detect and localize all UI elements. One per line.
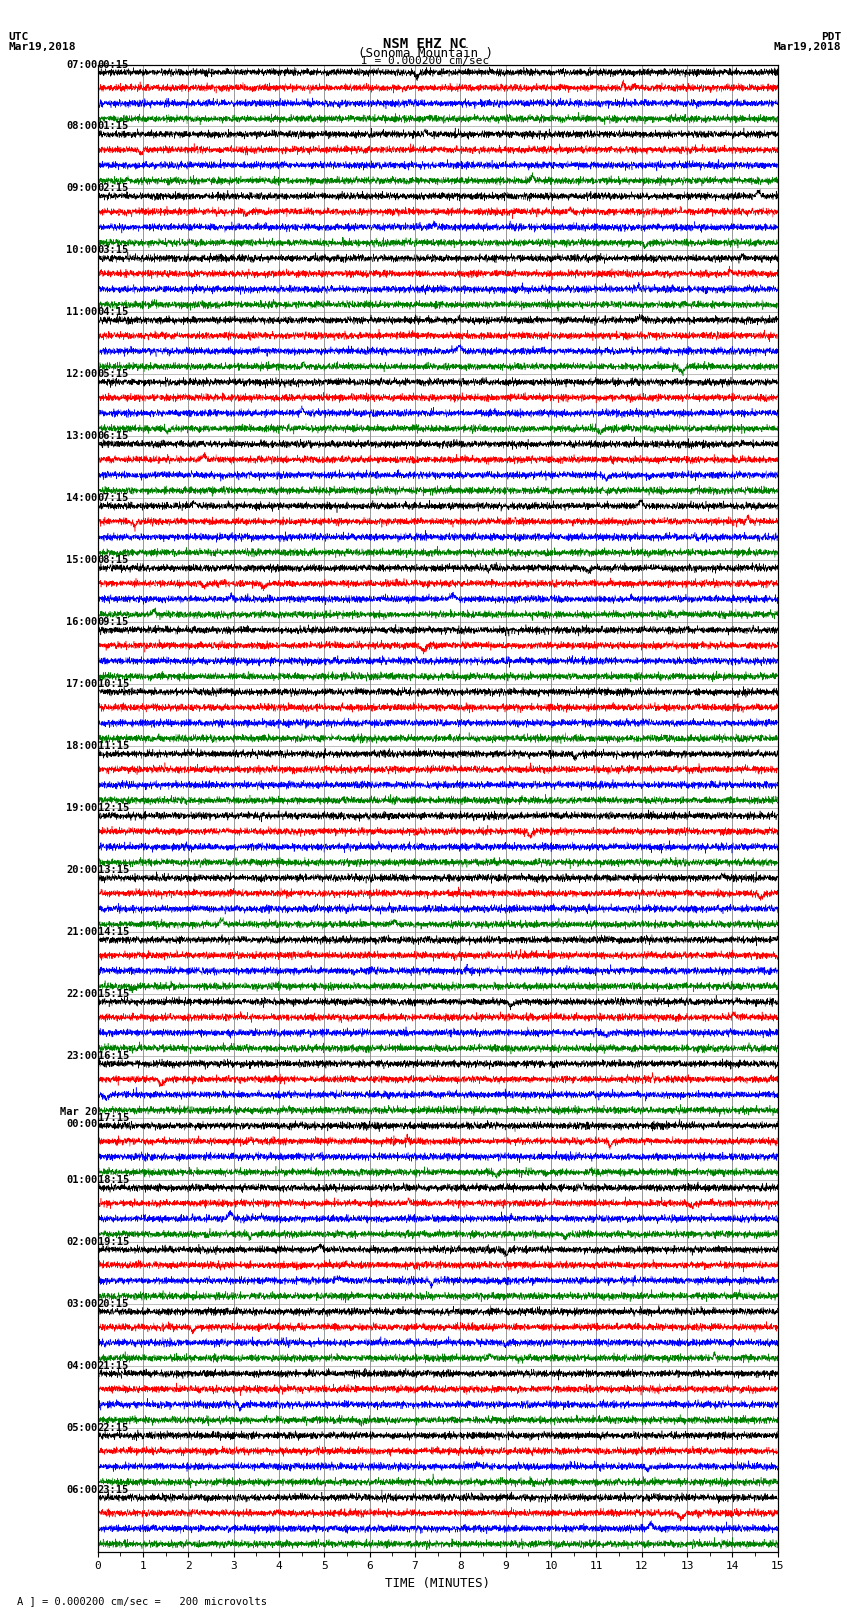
Text: 07:15: 07:15	[98, 494, 129, 503]
Text: 14:15: 14:15	[98, 927, 129, 937]
Text: 07:00: 07:00	[66, 60, 98, 69]
Text: 03:00: 03:00	[66, 1298, 98, 1308]
Text: UTC: UTC	[8, 32, 29, 42]
Text: 13:15: 13:15	[98, 865, 129, 876]
Text: 15:00: 15:00	[66, 555, 98, 565]
Text: 22:15: 22:15	[98, 1423, 129, 1432]
Text: 03:15: 03:15	[98, 245, 129, 255]
Text: 22:00: 22:00	[66, 989, 98, 998]
Text: 04:00: 04:00	[66, 1361, 98, 1371]
Text: 17:00: 17:00	[66, 679, 98, 689]
Text: 00:15: 00:15	[98, 60, 129, 69]
Text: 16:00: 16:00	[66, 618, 98, 627]
Text: 06:15: 06:15	[98, 431, 129, 442]
Text: Mar 20
00:00: Mar 20 00:00	[60, 1107, 98, 1129]
Text: 05:00: 05:00	[66, 1423, 98, 1432]
Text: 11:00: 11:00	[66, 308, 98, 318]
Text: 16:15: 16:15	[98, 1052, 129, 1061]
Text: 20:15: 20:15	[98, 1298, 129, 1308]
Text: 02:15: 02:15	[98, 184, 129, 194]
Text: 23:15: 23:15	[98, 1484, 129, 1495]
Text: 05:15: 05:15	[98, 369, 129, 379]
Text: 01:15: 01:15	[98, 121, 129, 132]
Text: 15:15: 15:15	[98, 989, 129, 998]
Text: 06:00: 06:00	[66, 1484, 98, 1495]
Text: 08:15: 08:15	[98, 555, 129, 565]
Text: 12:00: 12:00	[66, 369, 98, 379]
Text: 10:00: 10:00	[66, 245, 98, 255]
Text: 14:00: 14:00	[66, 494, 98, 503]
Text: 20:00: 20:00	[66, 865, 98, 876]
Text: 18:00: 18:00	[66, 740, 98, 752]
Text: 21:15: 21:15	[98, 1361, 129, 1371]
Text: 23:00: 23:00	[66, 1052, 98, 1061]
Text: 09:15: 09:15	[98, 618, 129, 627]
Text: 19:00: 19:00	[66, 803, 98, 813]
Text: 17:15: 17:15	[98, 1113, 129, 1123]
Text: (Sonoma Mountain ): (Sonoma Mountain )	[358, 47, 492, 60]
Text: 13:00: 13:00	[66, 431, 98, 442]
Text: 19:15: 19:15	[98, 1237, 129, 1247]
Text: 21:00: 21:00	[66, 927, 98, 937]
Text: 01:00: 01:00	[66, 1174, 98, 1186]
Text: 18:15: 18:15	[98, 1174, 129, 1186]
Text: 09:00: 09:00	[66, 184, 98, 194]
Text: 10:15: 10:15	[98, 679, 129, 689]
Text: 08:00: 08:00	[66, 121, 98, 132]
Text: PDT: PDT	[821, 32, 842, 42]
X-axis label: TIME (MINUTES): TIME (MINUTES)	[385, 1578, 490, 1590]
Text: 12:15: 12:15	[98, 803, 129, 813]
Text: 04:15: 04:15	[98, 308, 129, 318]
Text: Mar19,2018: Mar19,2018	[774, 42, 842, 52]
Text: NSM EHZ NC: NSM EHZ NC	[383, 37, 467, 52]
Text: A ] = 0.000200 cm/sec =   200 microvolts: A ] = 0.000200 cm/sec = 200 microvolts	[17, 1597, 267, 1607]
Text: 02:00: 02:00	[66, 1237, 98, 1247]
Text: 11:15: 11:15	[98, 740, 129, 752]
Text: Mar19,2018: Mar19,2018	[8, 42, 76, 52]
Text: I = 0.000200 cm/sec: I = 0.000200 cm/sec	[361, 56, 489, 66]
